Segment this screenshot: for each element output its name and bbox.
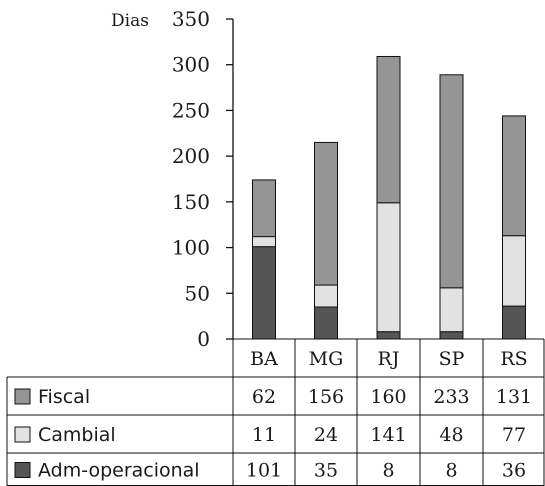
table-cell-value: 156 — [308, 386, 344, 408]
bar-segment — [502, 235, 526, 307]
legend-label: Fiscal — [38, 386, 90, 408]
table-cell-value: 8 — [445, 460, 457, 482]
bar-segment — [502, 305, 526, 340]
table-cell-value: 8 — [382, 460, 394, 482]
y-tick-label: 350 — [172, 7, 210, 31]
y-axis: 0 50 100 150 200 250 300 350 — [172, 7, 234, 351]
legend-swatch — [14, 388, 31, 405]
legend-swatch — [14, 426, 31, 443]
bar-segment — [502, 115, 526, 237]
table-cell-value: 160 — [370, 386, 406, 408]
bar-segment — [314, 306, 338, 340]
y-unit-label: Dias — [111, 11, 149, 31]
y-tick-label: 100 — [172, 236, 210, 260]
category-label: RJ — [378, 348, 400, 370]
y-tick-label: 0 — [197, 327, 210, 351]
table-cell-value: 131 — [496, 386, 532, 408]
bar-segment — [439, 74, 464, 289]
y-tick-label: 200 — [172, 144, 210, 168]
table-cell-value: 101 — [246, 460, 282, 482]
bar-segment — [439, 287, 464, 333]
table-cell-value: 141 — [370, 424, 406, 446]
legend-label: Cambial — [38, 424, 116, 446]
bar-segment — [376, 331, 401, 340]
table-cell-value: 233 — [433, 386, 469, 408]
bar-segment — [376, 55, 401, 204]
y-tick-label: 150 — [172, 190, 210, 214]
legend-label: Adm-operacional — [38, 460, 200, 482]
y-tick-label: 300 — [172, 53, 210, 77]
y-tick-label: 250 — [172, 98, 210, 122]
table-cell-value: 35 — [314, 460, 338, 482]
table-cell-value: 62 — [252, 386, 276, 408]
bar-segment — [314, 141, 338, 286]
bar-segment — [439, 331, 464, 340]
bar-segment — [376, 202, 401, 333]
category-label: SP — [439, 348, 465, 370]
table-cell-value: 77 — [502, 424, 526, 446]
table-cell-value: 48 — [439, 424, 463, 446]
bar-segment — [314, 284, 338, 308]
bar-segment — [252, 246, 276, 340]
table-cell-value: 11 — [252, 424, 276, 446]
category-label: BA — [250, 348, 278, 370]
bars — [252, 55, 526, 340]
legend-swatch — [14, 462, 31, 478]
data-table: BA MG RJ SP RS Fiscal 62 156 160 233 131 Cambial 11 2… — [6, 338, 545, 486]
y-tick-label: 50 — [185, 281, 210, 305]
bar-segment — [252, 236, 276, 248]
table-cell-value: 24 — [314, 424, 338, 446]
bar-segment — [252, 179, 276, 238]
category-label: RS — [500, 348, 527, 370]
category-label: MG — [309, 348, 344, 370]
table-cell-value: 36 — [502, 460, 526, 482]
